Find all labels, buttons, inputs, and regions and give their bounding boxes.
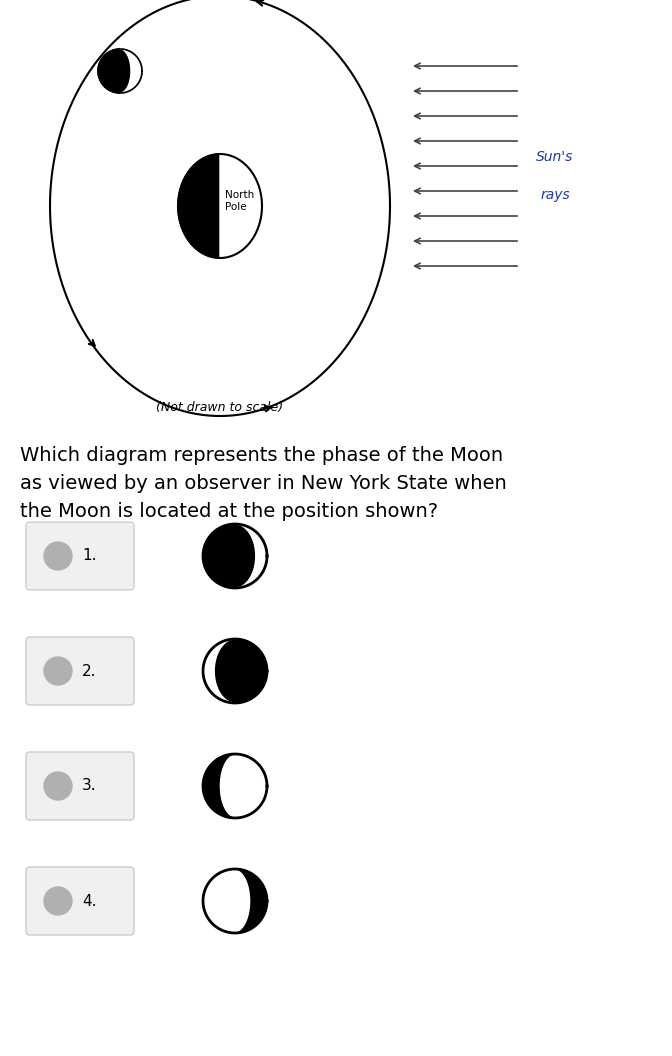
Polygon shape xyxy=(203,754,267,818)
Text: rays: rays xyxy=(540,188,570,202)
Polygon shape xyxy=(178,154,220,258)
Polygon shape xyxy=(220,154,262,258)
Polygon shape xyxy=(203,754,235,818)
FancyBboxPatch shape xyxy=(26,867,134,935)
FancyBboxPatch shape xyxy=(26,752,134,821)
Polygon shape xyxy=(235,869,267,934)
Polygon shape xyxy=(235,524,267,588)
Polygon shape xyxy=(203,639,267,703)
Polygon shape xyxy=(203,524,267,588)
Text: 2.: 2. xyxy=(82,663,97,679)
Text: North
Pole: North Pole xyxy=(225,190,254,212)
Text: (Not drawn to scale): (Not drawn to scale) xyxy=(157,401,284,414)
Text: 3.: 3. xyxy=(82,778,97,793)
Circle shape xyxy=(44,542,72,570)
Text: Which diagram represents the phase of the Moon
as viewed by an observer in New Y: Which diagram represents the phase of th… xyxy=(20,446,507,521)
Circle shape xyxy=(44,772,72,800)
FancyBboxPatch shape xyxy=(26,522,134,590)
FancyBboxPatch shape xyxy=(26,637,134,705)
Polygon shape xyxy=(203,639,235,703)
Circle shape xyxy=(44,657,72,685)
Text: 1.: 1. xyxy=(82,548,97,564)
Polygon shape xyxy=(203,869,267,934)
Polygon shape xyxy=(98,49,142,93)
Text: 4.: 4. xyxy=(82,893,97,908)
Polygon shape xyxy=(120,49,142,93)
Text: Sun's: Sun's xyxy=(536,150,574,164)
Circle shape xyxy=(44,887,72,914)
